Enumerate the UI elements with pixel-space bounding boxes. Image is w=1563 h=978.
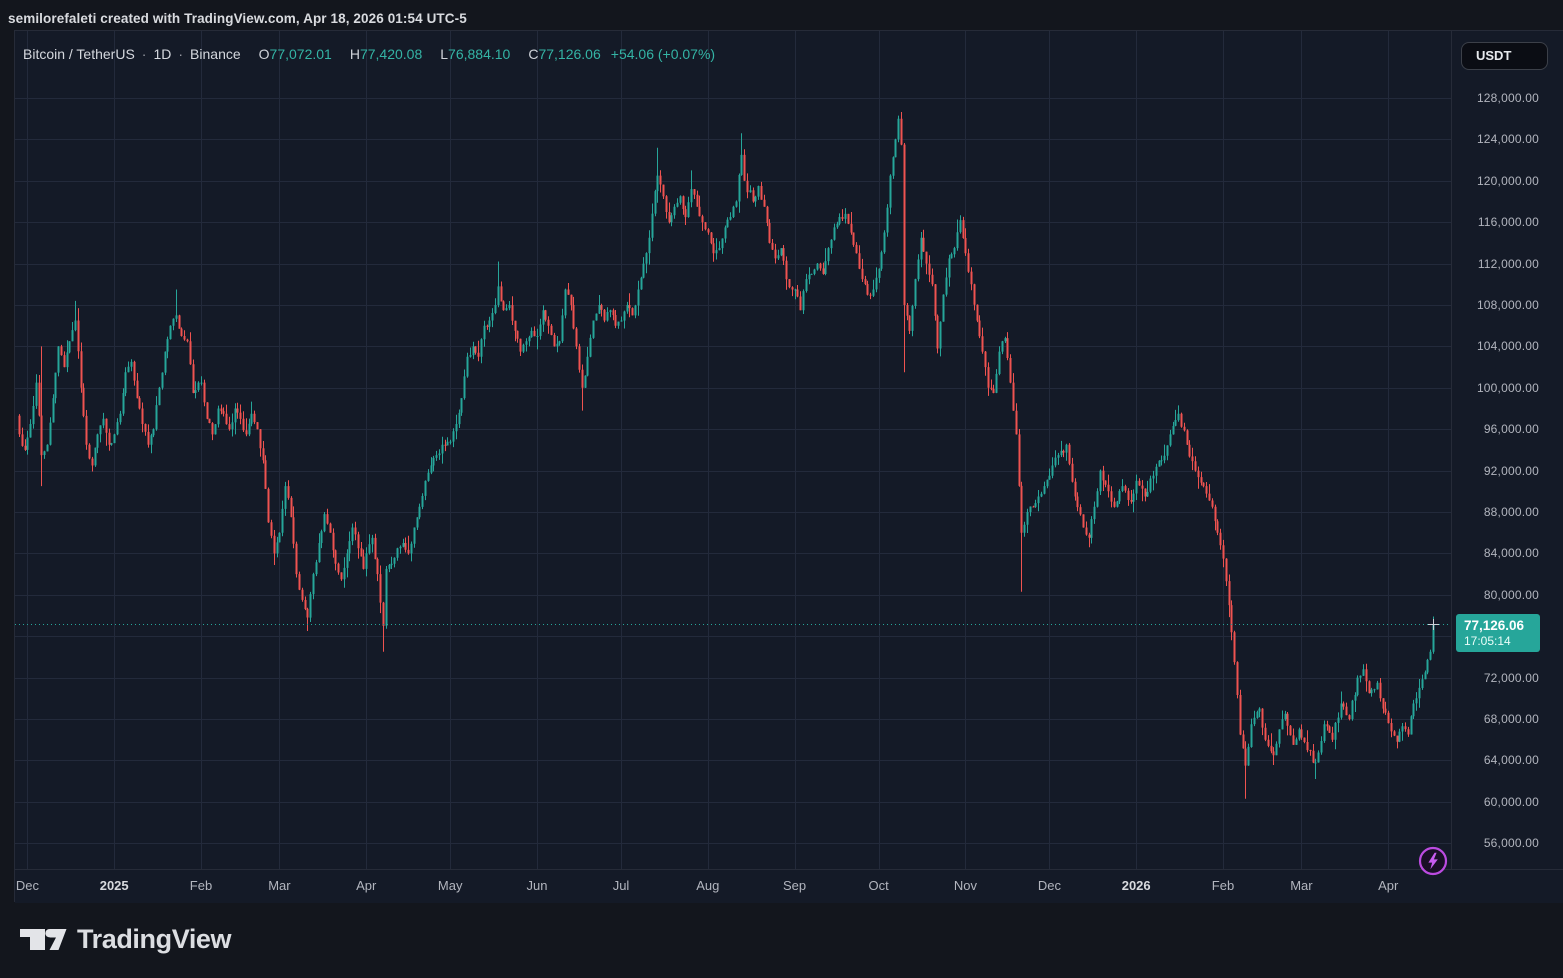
price-tick: 68,000.00 — [1483, 712, 1539, 726]
footer: TradingView — [20, 924, 232, 955]
time-tick: Jul — [612, 878, 630, 893]
time-tick: Apr — [1378, 878, 1399, 893]
symbol-title[interactable]: Bitcoin / TetherUS — [23, 46, 135, 62]
time-tick: Jun — [526, 878, 548, 893]
price-tick: 104,000.00 — [1476, 339, 1539, 354]
price-tick: 120,000.00 — [1476, 173, 1539, 188]
price-tick: 100,000.00 — [1476, 380, 1539, 395]
high-value: 77,420.08 — [359, 46, 423, 62]
time-tick: May — [437, 878, 463, 893]
low-value: 76,884.10 — [448, 46, 511, 62]
symbol-legend[interactable]: Bitcoin / TetherUS · 1D · Binance O77,072.01 H… — [23, 46, 715, 62]
open-label: O — [258, 46, 270, 62]
low-label: L — [440, 46, 449, 62]
price-tick: 124,000.00 — [1476, 132, 1539, 147]
time-tick: Sep — [783, 878, 807, 893]
chart-region: Bitcoin / TetherUS · 1D · Binance O77,072.01 H… — [14, 30, 1563, 903]
price-tick: 64,000.00 — [1483, 753, 1539, 768]
tradingview-logo[interactable]: TradingView — [20, 924, 232, 955]
time-tick: Dec — [15, 878, 39, 893]
price-tick: 56,000.00 — [1483, 836, 1539, 851]
lightning-button[interactable] — [1418, 846, 1448, 876]
price-tick: 88,000.00 — [1483, 505, 1539, 519]
time-tick: Mar — [1290, 878, 1313, 893]
candlestick-chart[interactable] — [15, 31, 1451, 869]
time-tick: Aug — [696, 878, 720, 893]
time-tick: Nov — [953, 878, 977, 893]
exchange-label[interactable]: Binance — [190, 46, 241, 62]
lightning-icon — [1418, 846, 1448, 876]
time-tick: Mar — [268, 878, 291, 893]
time-tick: Feb — [189, 878, 213, 893]
time-tick: Feb — [1211, 878, 1235, 893]
price-tick: 128,000.00 — [1476, 91, 1539, 105]
price-tick: 60,000.00 — [1483, 794, 1539, 809]
price-tick: 108,000.00 — [1476, 298, 1539, 312]
price-tick: 72,000.00 — [1483, 670, 1539, 685]
open-value: 77,072.01 — [269, 46, 332, 62]
tradingview-logo-mark — [20, 928, 67, 950]
close-label: C — [528, 46, 539, 62]
close-value: 77,126.06 — [538, 46, 601, 62]
time-axis[interactable]: Dec 2025 Feb Mar Apr May Jun Jul Aug Sep Oct Nov Dec… — [15, 869, 1563, 903]
time-tick: 2025 — [99, 878, 129, 893]
tradingview-logo-text: TradingView — [77, 924, 232, 954]
legend-separator: · — [141, 46, 147, 62]
legend-separator: · — [178, 46, 184, 62]
currency-button[interactable]: USDT — [1461, 42, 1548, 70]
high-label: H — [349, 46, 360, 62]
price-tick: 92,000.00 — [1483, 463, 1539, 478]
time-tick: Apr — [356, 878, 377, 893]
last-price-badge: 77,126.06 17:05:14 — [1456, 613, 1540, 652]
price-tick: 80,000.00 — [1483, 587, 1539, 602]
attribution-text: semilorefaleti created with TradingView.… — [8, 11, 467, 26]
chart-pane[interactable]: Bitcoin / TetherUS · 1D · Binance O77,072.01 H… — [15, 31, 1451, 869]
price-tick: 112,000.00 — [1477, 256, 1539, 271]
change-value: +54.06 (+0.07%) — [610, 46, 716, 62]
interval-label[interactable]: 1D — [153, 46, 172, 62]
price-tick: 96,000.00 — [1483, 422, 1539, 437]
time-tick: 2026 — [1121, 878, 1151, 893]
bar-countdown: 17:05:14 — [1464, 633, 1511, 648]
last-price: 77,126.06 — [1464, 617, 1525, 633]
price-tick: 116,000.00 — [1477, 215, 1539, 230]
price-tick: 84,000.00 — [1483, 546, 1539, 561]
time-tick: Oct — [868, 878, 889, 893]
price-scale[interactable]: USDT 128,000.00 124,000.00 120,000.00 116,0… — [1451, 31, 1563, 869]
time-tick: Dec — [1037, 878, 1061, 893]
